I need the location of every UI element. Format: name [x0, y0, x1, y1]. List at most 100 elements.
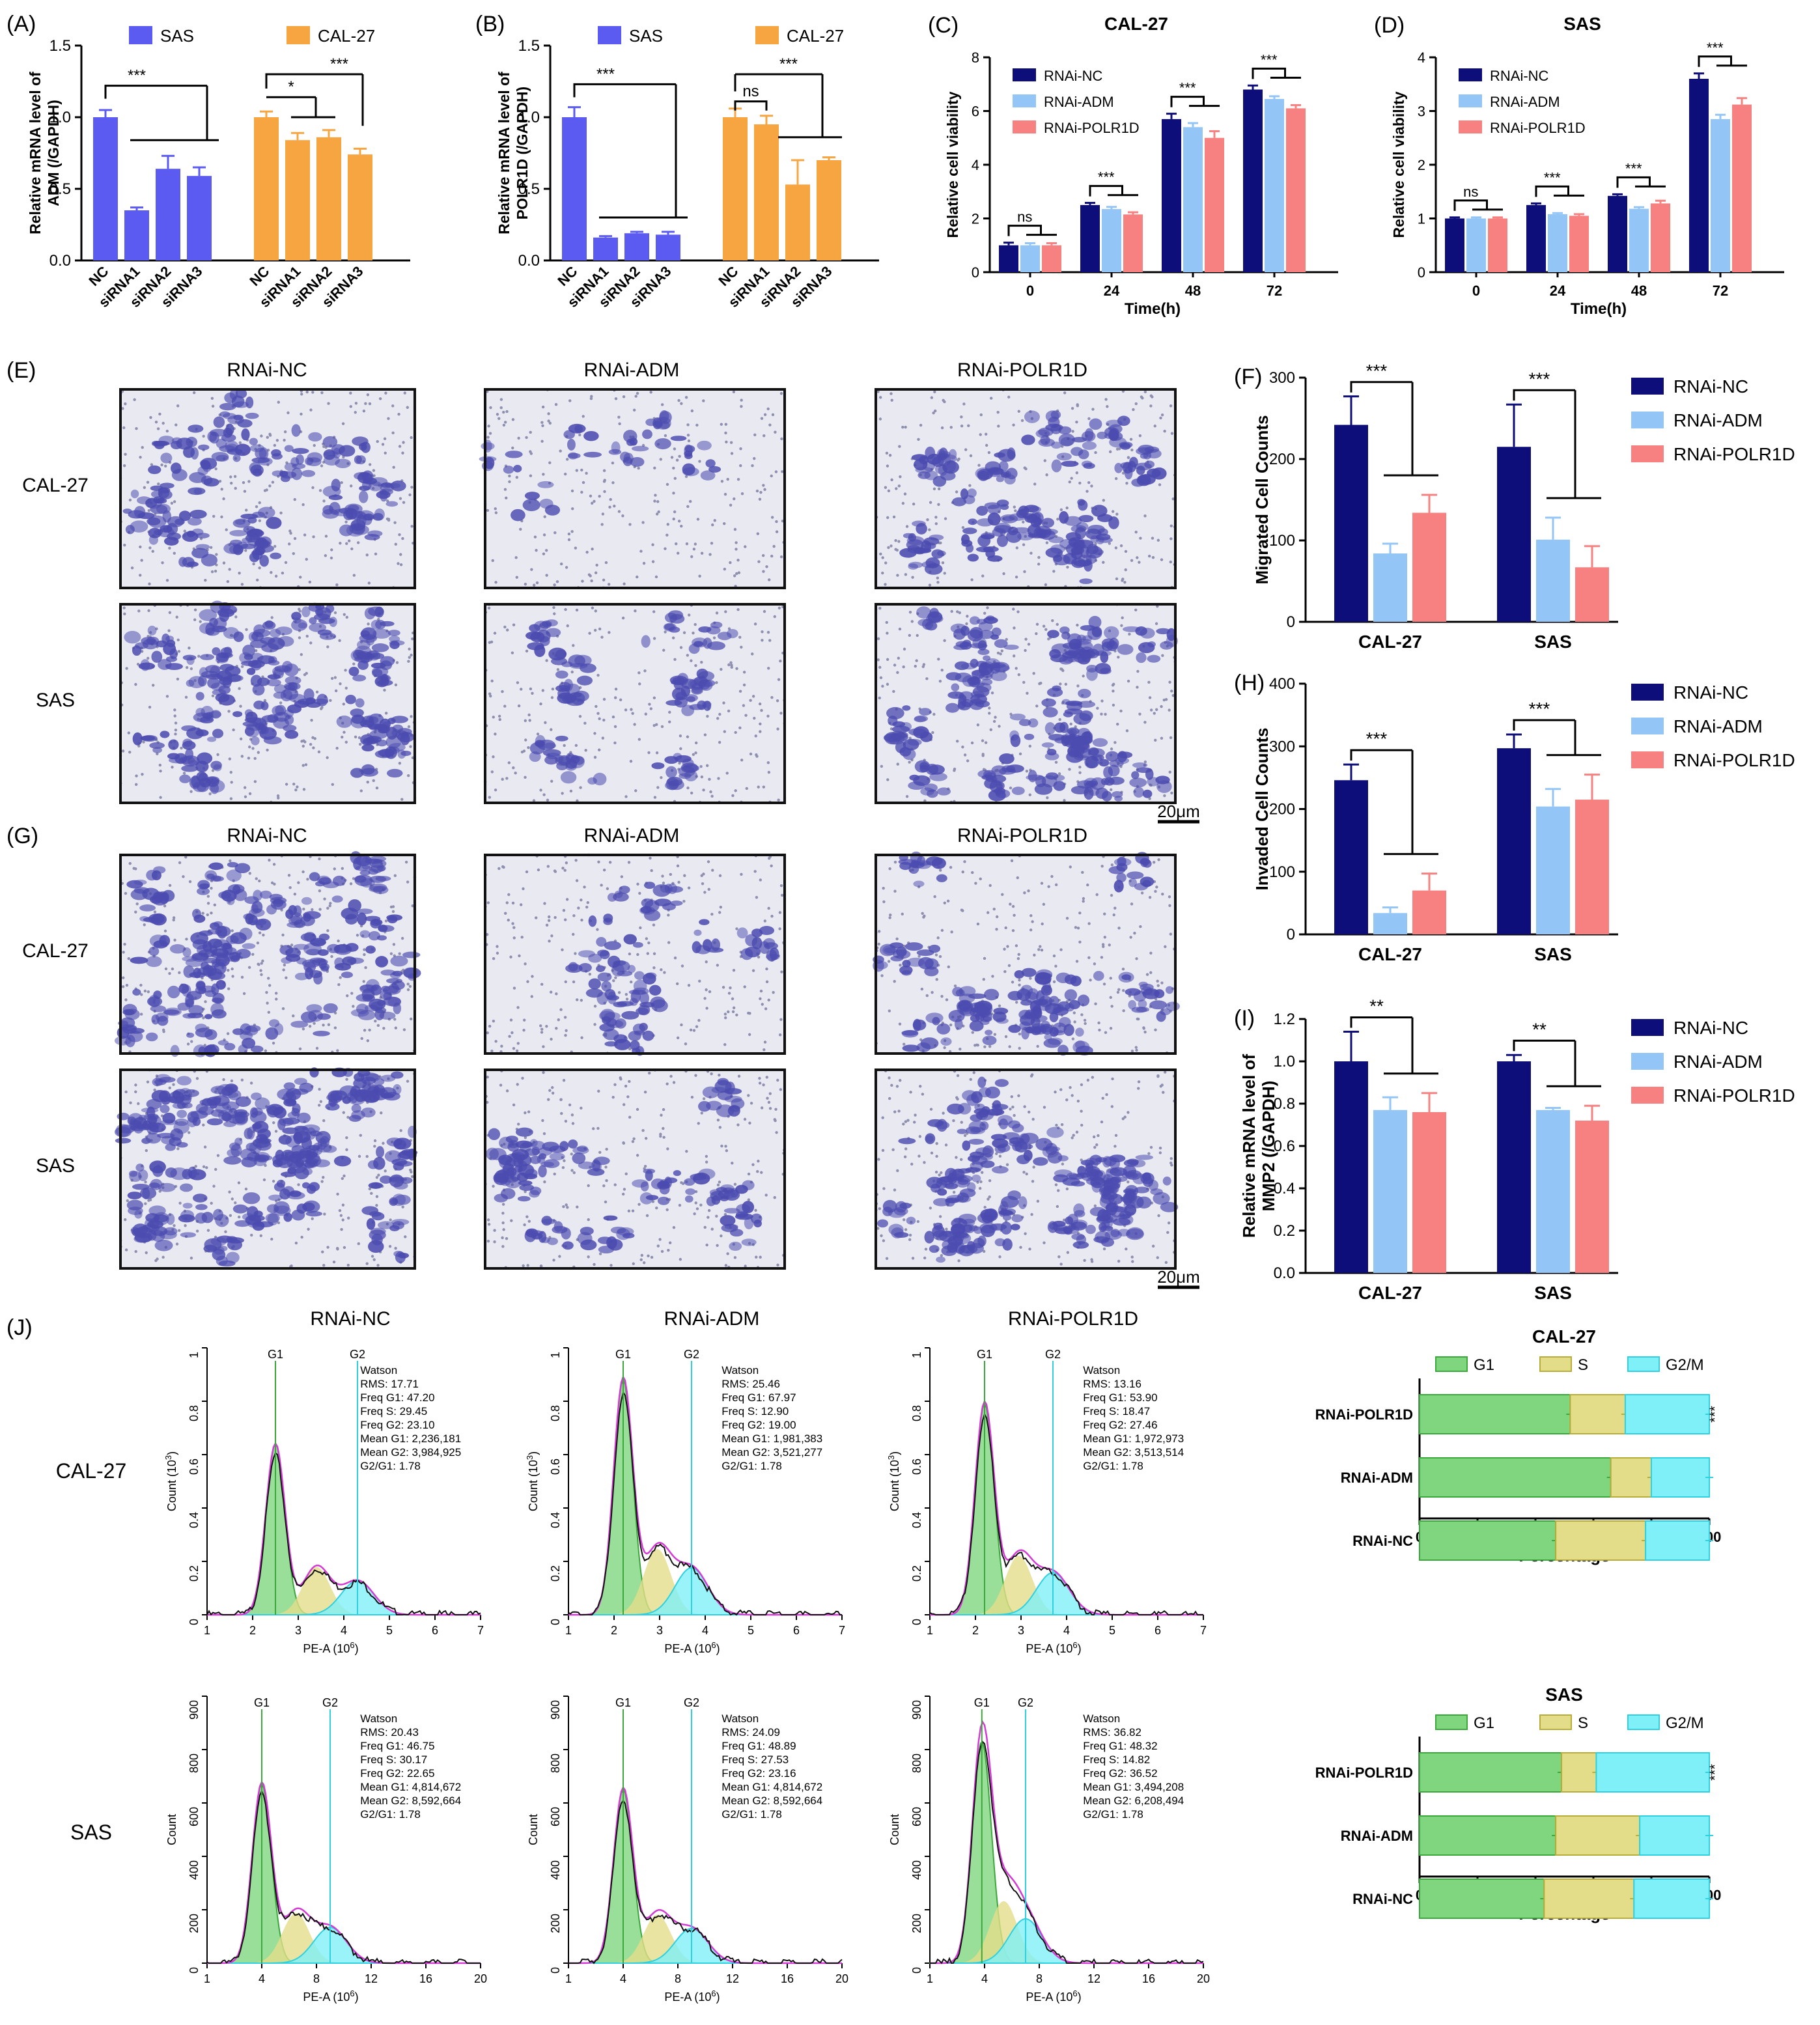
membrane-pore	[136, 662, 140, 666]
membrane-pore	[773, 615, 776, 619]
membrane-pore	[211, 404, 215, 408]
membrane-pore	[128, 861, 132, 865]
membrane-pore	[590, 395, 593, 398]
membrane-pore	[1071, 430, 1074, 433]
stained-cell	[1078, 499, 1088, 511]
stained-cell	[191, 775, 200, 788]
membrane-pore	[1009, 902, 1012, 906]
membrane-pore	[729, 441, 733, 444]
membrane-pore	[718, 911, 721, 914]
membrane-pore	[1037, 555, 1041, 559]
membrane-pore	[898, 445, 901, 448]
membrane-pore	[352, 662, 356, 665]
membrane-pore	[564, 608, 567, 611]
membrane-pore	[1116, 990, 1120, 994]
membrane-pore	[1076, 623, 1079, 627]
membrane-pore	[1014, 509, 1017, 512]
membrane-pore	[311, 1217, 314, 1220]
stained-cell	[1007, 447, 1016, 460]
membrane-pore	[277, 1221, 281, 1225]
stained-cell	[212, 647, 221, 656]
membrane-pore	[770, 914, 774, 918]
membrane-pore	[548, 940, 551, 943]
membrane-pore	[597, 860, 600, 863]
legend-label: RNAi-ADM	[1490, 94, 1560, 110]
membrane-pore	[354, 402, 358, 405]
stained-cell	[557, 688, 570, 699]
membrane-pore	[995, 915, 999, 919]
stained-cell	[916, 606, 931, 619]
stained-cell	[367, 650, 381, 661]
membrane-pore	[732, 969, 736, 972]
stained-cell	[593, 772, 607, 786]
stained-cell	[354, 472, 369, 480]
stained-cell	[259, 1136, 270, 1145]
membrane-pore	[512, 986, 516, 990]
membrane-pore	[908, 611, 912, 614]
membrane-pore	[1155, 622, 1158, 626]
stained-cell	[1155, 775, 1170, 785]
membrane-pore	[643, 669, 647, 673]
y-axis-label: Relative mRNA level of	[496, 72, 512, 234]
stained-cell	[1018, 719, 1031, 727]
membrane-pore	[697, 1018, 701, 1022]
membrane-pore	[206, 1229, 210, 1232]
membrane-pore	[1035, 622, 1039, 626]
membrane-pore	[319, 1100, 323, 1104]
membrane-pore	[772, 990, 775, 994]
membrane-pore	[520, 936, 524, 939]
stained-cell	[379, 1011, 396, 1020]
membrane-pore	[352, 877, 356, 880]
membrane-pore	[239, 705, 242, 708]
membrane-pore	[258, 566, 261, 570]
stained-cell	[245, 913, 254, 925]
membrane-pore	[742, 683, 746, 687]
membrane-pore	[1163, 430, 1166, 433]
membrane-pore	[153, 910, 157, 914]
membrane-pore	[1013, 626, 1016, 630]
membrane-pore	[770, 516, 774, 519]
stained-cell	[1024, 410, 1040, 423]
membrane-pore	[124, 1090, 128, 1094]
stained-cell	[230, 955, 240, 962]
stained-cell	[639, 992, 649, 1005]
membrane-pore	[170, 501, 174, 505]
membrane-pore	[1059, 508, 1063, 512]
membrane-pore	[678, 454, 681, 458]
membrane-pore	[563, 1016, 567, 1019]
stained-cell	[555, 670, 568, 679]
membrane-pore	[1127, 456, 1130, 459]
membrane-pore	[174, 729, 178, 732]
stained-cell	[884, 731, 901, 745]
membrane-pore	[341, 735, 344, 739]
membrane-pore	[168, 884, 172, 887]
stained-cell	[266, 1106, 279, 1118]
membrane-pore	[1016, 876, 1020, 880]
membrane-pore	[527, 713, 531, 717]
bar	[1526, 204, 1546, 272]
membrane-pore	[1149, 404, 1153, 408]
membrane-pore	[165, 579, 169, 582]
stained-cell	[151, 650, 163, 663]
stained-cell	[1056, 453, 1072, 461]
membrane-pore	[410, 486, 413, 489]
stained-cell	[347, 957, 365, 964]
membrane-pore	[1102, 912, 1106, 915]
legend-swatch	[1013, 120, 1036, 133]
membrane-pore	[230, 781, 233, 784]
stained-cell	[736, 927, 748, 939]
stained-cell	[643, 973, 656, 985]
membrane-pore	[928, 583, 932, 587]
membrane-pore	[878, 696, 881, 700]
membrane-pore	[986, 911, 990, 914]
significance-bracket	[1007, 225, 1042, 236]
stained-cell	[1101, 638, 1115, 649]
stained-cell	[204, 1014, 213, 1020]
membrane-pore	[507, 918, 510, 922]
membrane-pore	[1169, 560, 1173, 564]
stained-cell	[180, 1232, 197, 1238]
stained-cell	[247, 1126, 255, 1140]
stained-cell	[948, 1009, 965, 1022]
membrane-pore	[505, 901, 509, 904]
stained-cell	[1003, 644, 1019, 650]
